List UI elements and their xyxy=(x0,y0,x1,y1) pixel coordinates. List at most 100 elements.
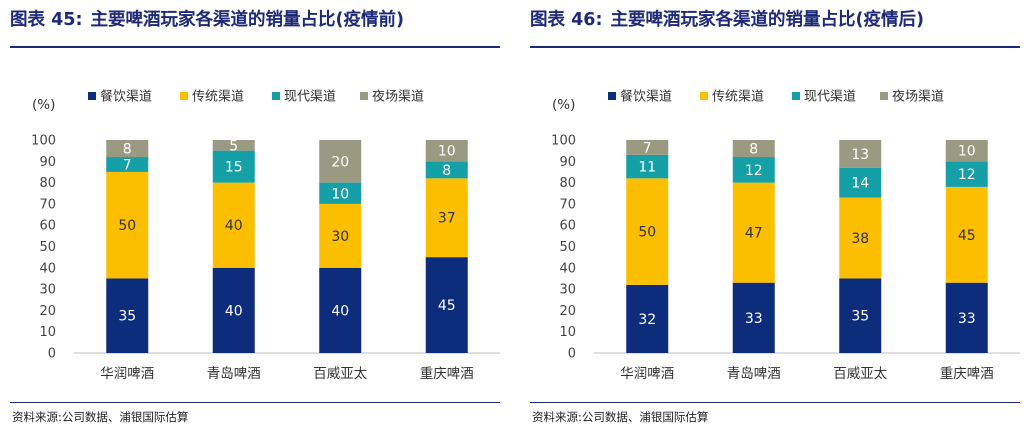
bar-segment xyxy=(212,182,255,268)
bar-segment xyxy=(106,140,149,158)
y-tick-label: 0 xyxy=(48,347,56,362)
bar-segment xyxy=(945,140,988,162)
y-tick-label: 30 xyxy=(39,283,56,298)
bar-segment xyxy=(732,140,775,158)
figure-title-text: 主要啤酒玩家各渠道的销量占比(疫情前) xyxy=(90,10,404,30)
source-divider xyxy=(530,402,1020,403)
legend-swatch xyxy=(180,92,188,100)
y-tick-label: 30 xyxy=(559,283,576,298)
data-label: 8 xyxy=(123,142,132,158)
legend-swatch xyxy=(360,92,368,100)
data-label: 47 xyxy=(745,226,763,242)
legend-label: 夜场渠道 xyxy=(892,90,944,105)
y-tick-label: 60 xyxy=(39,219,56,234)
y-tick-label: 80 xyxy=(39,176,56,191)
legend-label: 传统渠道 xyxy=(712,90,764,105)
data-label: 32 xyxy=(638,312,656,328)
bar-segment xyxy=(839,167,882,198)
y-tick-label: 50 xyxy=(559,240,576,255)
y-tick-label: 70 xyxy=(559,197,576,212)
data-label: 10 xyxy=(438,144,456,160)
stacked-bar-chart-post-covid: (%) 餐饮渠道 传统渠道 现代渠道 夜场渠道 0 10 20 30 40 50 60 70 80 90 10… xyxy=(551,89,1020,382)
figure-label: 图表 45: xyxy=(10,10,83,30)
source-note: 资料来源:公司数据、浦银国际估算 xyxy=(532,410,709,424)
data-label: 45 xyxy=(438,298,456,314)
bar-segment xyxy=(212,140,255,151)
y-tick-label: 0 xyxy=(568,347,576,362)
unit-label: (%) xyxy=(32,97,55,113)
y-tick-label: 40 xyxy=(39,261,56,276)
legend-label: 餐饮渠道 xyxy=(620,89,672,105)
y-tick-label: 50 xyxy=(39,240,56,255)
data-label: 10 xyxy=(958,144,976,160)
bar-segment xyxy=(319,140,362,183)
title-divider xyxy=(10,46,500,48)
data-label: 8 xyxy=(749,142,758,158)
figure-label: 图表 46: xyxy=(530,10,603,30)
bar-segment xyxy=(945,186,988,283)
y-tick-label: 40 xyxy=(559,261,576,276)
legend-label: 传统渠道 xyxy=(192,90,244,105)
x-tick-label: 重庆啤酒 xyxy=(420,366,474,382)
data-label: 33 xyxy=(745,311,763,327)
bar-segment xyxy=(106,278,149,353)
legend-label: 现代渠道 xyxy=(284,90,336,105)
y-tick-label: 90 xyxy=(559,155,576,170)
bar-segment xyxy=(626,140,669,155)
bar-segment xyxy=(839,278,882,353)
data-label: 40 xyxy=(225,218,243,234)
bar-segment xyxy=(212,267,255,353)
y-tick-label: 70 xyxy=(39,197,56,212)
legend-label: 餐饮渠道 xyxy=(100,89,152,105)
source-note: 资料来源:公司数据、浦银国际估算 xyxy=(12,410,189,424)
bar-segment xyxy=(839,140,882,168)
y-tick-label: 100 xyxy=(31,134,56,149)
bar-segment xyxy=(839,197,882,279)
data-label: 15 xyxy=(225,160,243,176)
legend-swatch xyxy=(88,92,96,100)
data-label: 8 xyxy=(442,163,451,179)
legend-swatch xyxy=(792,92,800,100)
legend-swatch xyxy=(608,92,616,100)
y-tick-label: 100 xyxy=(551,134,576,149)
x-tick-label: 华润啤酒 xyxy=(100,366,154,382)
data-label: 12 xyxy=(745,163,763,179)
data-label: 11 xyxy=(638,160,656,176)
x-tick-label: 青岛啤酒 xyxy=(727,366,781,382)
y-tick-label: 60 xyxy=(559,219,576,234)
x-tick-label: 华润啤酒 xyxy=(620,366,674,382)
data-label: 38 xyxy=(851,231,869,247)
data-label: 50 xyxy=(638,225,656,241)
figure-title-text: 主要啤酒玩家各渠道的销量占比(疫情后) xyxy=(610,10,924,30)
unit-label: (%) xyxy=(552,97,575,113)
bar-segment xyxy=(732,282,775,353)
x-tick-label: 百威亚太 xyxy=(833,366,887,382)
bar-segment xyxy=(626,154,669,179)
data-label: 7 xyxy=(643,140,652,156)
x-tick-label: 百威亚太 xyxy=(313,366,367,382)
data-label: 12 xyxy=(958,167,976,183)
title-divider xyxy=(530,46,1020,48)
y-tick-label: 10 xyxy=(39,325,56,340)
bar-segment xyxy=(212,150,255,183)
figure-title: 图表 46: 主要啤酒玩家各渠道的销量占比(疫情后) xyxy=(530,6,1030,31)
stacked-bar-chart-pre-covid: (%) 餐饮渠道 传统渠道 现代渠道 夜场渠道 0 10 20 30 40 50 60 70 80 90 10… xyxy=(31,89,500,382)
data-label: 40 xyxy=(225,303,243,319)
data-label: 50 xyxy=(118,218,136,234)
bar-segment xyxy=(425,178,468,258)
y-tick-label: 80 xyxy=(559,176,576,191)
data-label: 20 xyxy=(331,154,349,170)
y-tick-label: 20 xyxy=(559,304,576,319)
bar-segment xyxy=(319,182,362,204)
x-tick-label: 重庆啤酒 xyxy=(940,366,994,382)
legend-label: 夜场渠道 xyxy=(372,90,424,105)
bar-segment xyxy=(732,157,775,183)
data-label: 45 xyxy=(958,228,976,244)
data-label: 40 xyxy=(331,303,349,319)
bar-segment xyxy=(945,282,988,353)
bar-segment xyxy=(319,267,362,353)
data-label: 14 xyxy=(851,176,869,192)
x-tick-label: 青岛啤酒 xyxy=(207,366,261,382)
bar-segment xyxy=(626,284,669,353)
bar-segment xyxy=(425,257,468,353)
